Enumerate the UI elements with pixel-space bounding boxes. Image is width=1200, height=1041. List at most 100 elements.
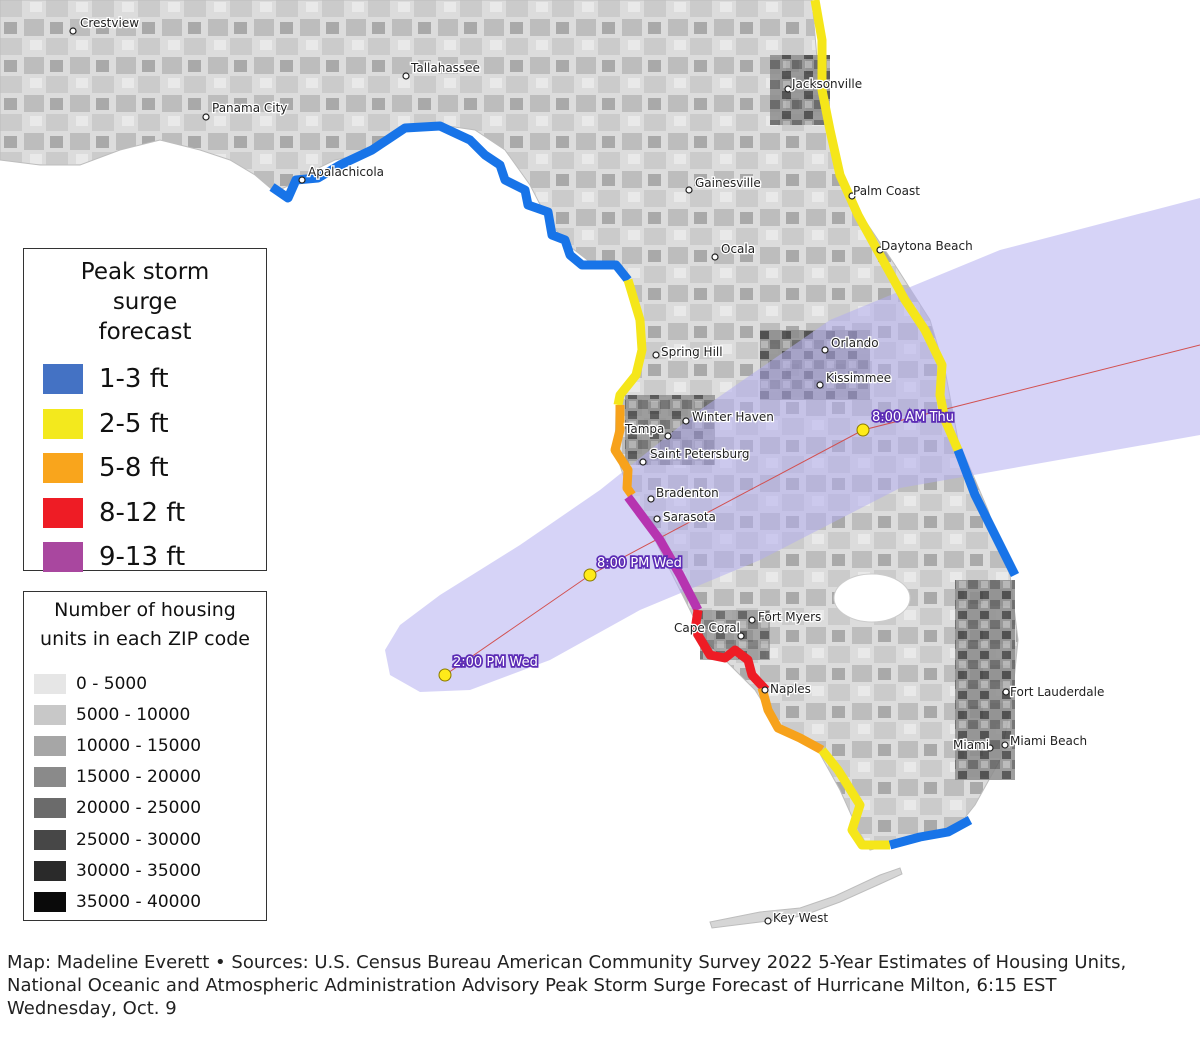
- housing-swatch: [34, 829, 66, 850]
- surge-swatch: [43, 497, 83, 528]
- svg-text:Naples: Naples: [770, 682, 811, 696]
- city-cape-coral: Cape Coral: [673, 620, 745, 640]
- city-miami-beach: Miami Beach: [1001, 733, 1088, 749]
- svg-text:8:00 PM Wed: 8:00 PM Wed: [597, 556, 682, 571]
- surge-segment-5-8ft-tampa: [610, 405, 636, 498]
- caption-line-2: National Oceanic and Atmospheric Adminis…: [7, 975, 1057, 996]
- housing-label: 30000 - 35000: [76, 860, 202, 881]
- surge-label: 5-8 ft: [99, 453, 169, 484]
- city-winter-haven: Winter Haven: [682, 409, 775, 425]
- city-fort-lauderdale: Fort Lauderdale: [1002, 684, 1106, 700]
- city-tampa: Tampa: [623, 421, 672, 440]
- city-crestview: Crestview: [69, 15, 140, 35]
- city-palm-coast: Palm Coast: [848, 183, 921, 200]
- housing-legend-title: Number of housing units in each ZIP code: [40, 599, 250, 650]
- housing-legend-item: 30000 - 35000: [24, 855, 266, 886]
- housing-label: 15000 - 20000: [76, 767, 202, 788]
- florida-keys: [709, 867, 903, 929]
- city-miami: Miami: [952, 737, 994, 753]
- housing-swatch: [34, 704, 66, 725]
- surge-segment-1-3ft-panhandle: [269, 121, 632, 283]
- housing-legend: Number of housing units in each ZIP code…: [23, 591, 267, 921]
- surge-swatch: [43, 542, 83, 573]
- housing-legend-item: 20000 - 25000: [24, 793, 266, 824]
- city-fort-myers: Fort Myers: [748, 609, 823, 625]
- track-point-2pm-wed: 2:00 PM Wed: [438, 653, 540, 682]
- housing-swatch: [34, 891, 66, 912]
- housing-legend-item: 35000 - 40000: [24, 886, 266, 917]
- surge-segment-1-3ft-atlantic: [953, 448, 1020, 578]
- florida-map: Crestview Tallahassee Panama City Apalac…: [0, 0, 1200, 929]
- surge-segment-2-5ft-big-bend: [613, 278, 647, 406]
- svg-text:Miami Beach: Miami Beach: [1010, 734, 1087, 748]
- housing-swatch: [34, 798, 66, 819]
- city-saint-petersburg: Saint Petersburg: [639, 446, 751, 466]
- housing-label: 20000 - 25000: [76, 798, 202, 819]
- svg-text:Crestview: Crestview: [80, 16, 139, 30]
- housing-label: 10000 - 15000: [76, 735, 202, 756]
- city-daytona-beach: Daytona Beach: [876, 238, 974, 254]
- housing-swatch: [34, 735, 66, 756]
- svg-text:Fort Myers: Fort Myers: [758, 610, 821, 624]
- surge-label: 2-5 ft: [99, 408, 169, 439]
- city-ocala: Ocala: [711, 241, 756, 261]
- svg-text:Orlando: Orlando: [831, 336, 879, 350]
- housing-swatch: [34, 673, 66, 694]
- housing-label: 0 - 5000: [76, 673, 148, 694]
- surge-segment-9-13ft-sarasota: [624, 494, 703, 613]
- surge-legend: Peak storm surge forecast 1-3 ft 2-5 ft …: [23, 248, 267, 573]
- surge-swatch: [43, 364, 83, 395]
- track-point-8am-thu: 8:00 AM Thu: [856, 408, 956, 437]
- housing-swatch: [34, 860, 66, 881]
- housing-swatch: [34, 767, 66, 788]
- city-jacksonville: Jacksonville: [784, 76, 863, 93]
- surge-legend-item: 2-5 ft: [24, 402, 266, 447]
- surge-segment-5-8ft-naples: [757, 686, 825, 754]
- svg-text:Tampa: Tampa: [624, 422, 664, 436]
- svg-text:Gainesville: Gainesville: [695, 176, 761, 190]
- svg-text:Fort Lauderdale: Fort Lauderdale: [1010, 685, 1104, 699]
- surge-segment-1-3ft-florida-bay: [888, 816, 973, 850]
- svg-text:Jacksonville: Jacksonville: [791, 77, 862, 91]
- surge-segment-2-5ft-everglades: [818, 747, 890, 850]
- surge-segment-2-5ft-atlantic: [810, 0, 963, 452]
- housing-legend-item: 5000 - 10000: [24, 699, 266, 730]
- svg-text:Daytona Beach: Daytona Beach: [881, 239, 973, 253]
- svg-text:Panama City: Panama City: [212, 101, 287, 115]
- city-gainesville: Gainesville: [685, 175, 762, 194]
- city-naples: Naples: [761, 681, 812, 697]
- caption-line-3: Wednesday, Oct. 9: [7, 998, 177, 1019]
- city-tallahassee: Tallahassee: [402, 60, 481, 80]
- housing-label: 25000 - 30000: [76, 829, 202, 850]
- svg-text:Kissimmee: Kissimmee: [826, 371, 891, 385]
- surge-legend-title: Peak storm surge forecast: [80, 259, 210, 345]
- city-panama-city: Panama City: [202, 100, 289, 121]
- housing-legend-item: 10000 - 15000: [24, 730, 266, 761]
- surge-legend-item: 9-13 ft: [24, 535, 266, 580]
- city-orlando: Orlando: [821, 335, 880, 354]
- svg-text:Cape Coral: Cape Coral: [674, 621, 740, 635]
- svg-text:Bradenton: Bradenton: [656, 486, 719, 500]
- svg-text:Palm Coast: Palm Coast: [853, 184, 920, 198]
- svg-text:Saint Petersburg: Saint Petersburg: [650, 447, 749, 461]
- svg-text:Apalachicola: Apalachicola: [308, 165, 384, 179]
- track-point-8pm-wed: 8:00 PM Wed: [583, 554, 684, 582]
- city-spring-hill: Spring Hill: [652, 344, 724, 360]
- svg-text:Key West: Key West: [773, 911, 828, 925]
- svg-text:8:00 AM Thu: 8:00 AM Thu: [872, 410, 954, 425]
- surge-segment-8-12ft-cape-coral: [690, 609, 770, 694]
- surge-swatch: [43, 453, 83, 484]
- map-caption: Map: Madeline Everett • Sources: U.S. Ce…: [7, 951, 1197, 1020]
- surge-label: 8-12 ft: [99, 497, 186, 528]
- city-apalachicola: Apalachicola: [298, 164, 385, 184]
- city-sarasota: Sarasota: [653, 509, 717, 525]
- surge-legend-item: 5-8 ft: [24, 446, 266, 491]
- housing-legend-item: 0 - 5000: [24, 668, 266, 699]
- city-key-west: Key West: [764, 910, 830, 926]
- forecast-cone: [385, 198, 1200, 692]
- svg-text:Miami: Miami: [953, 738, 989, 752]
- city-bradenton: Bradenton: [647, 485, 720, 503]
- city-kissimmee: Kissimmee: [816, 370, 892, 389]
- svg-text:Tallahassee: Tallahassee: [410, 61, 480, 75]
- housing-label: 5000 - 10000: [76, 704, 191, 725]
